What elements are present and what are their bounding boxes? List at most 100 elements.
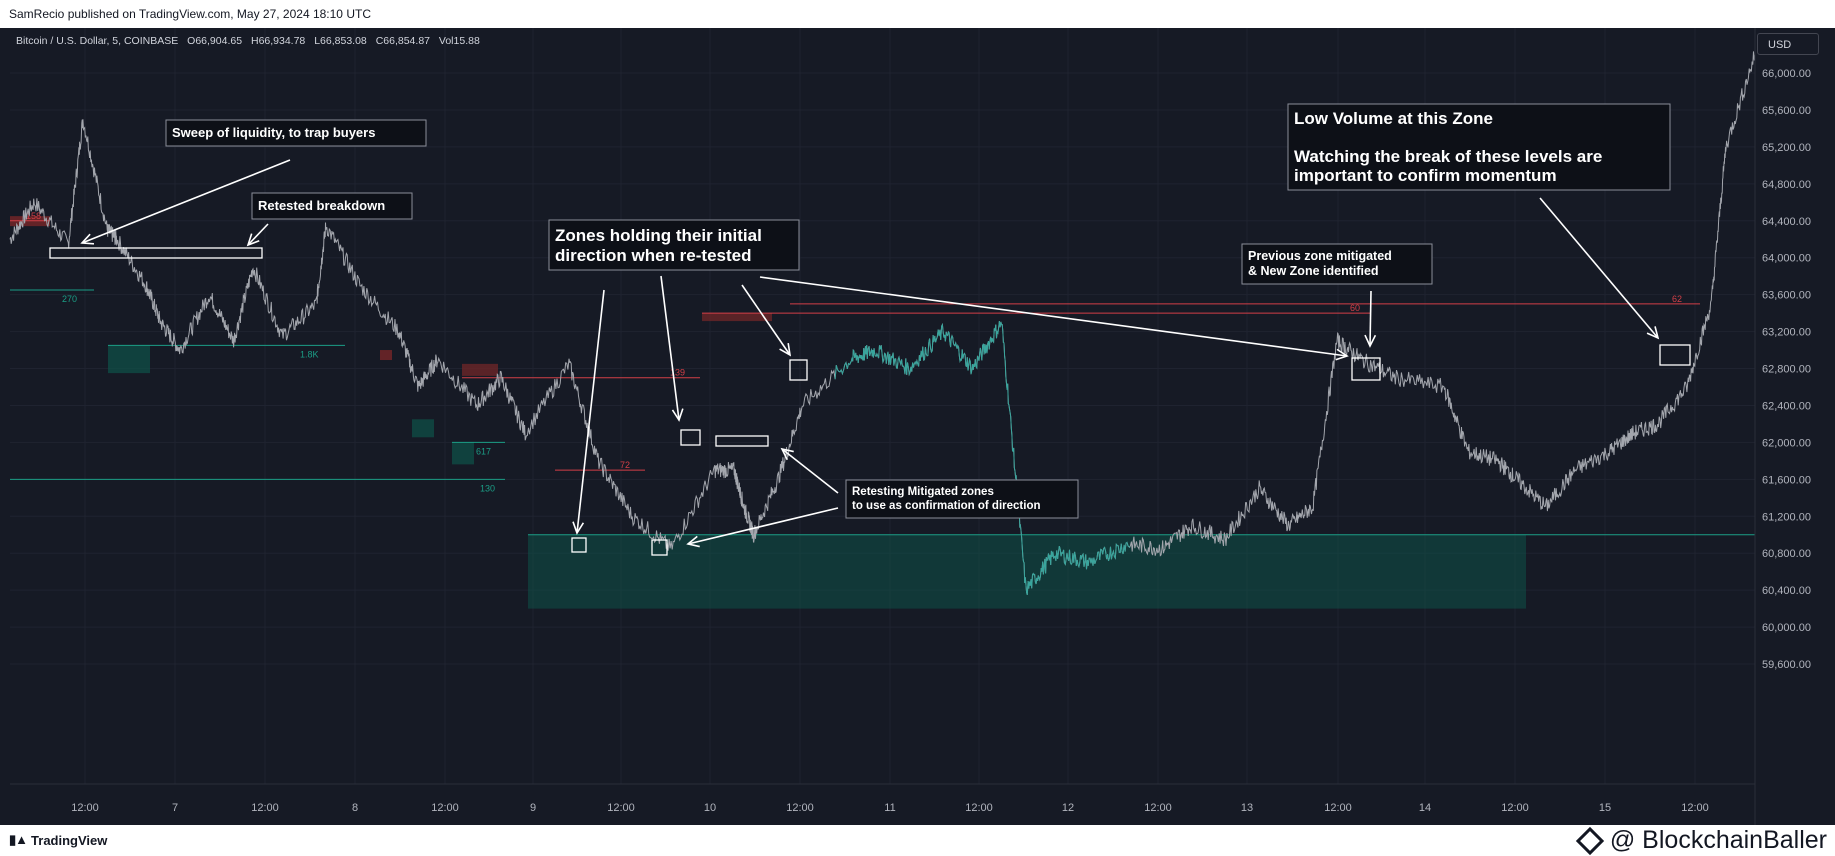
highlight-marker-box <box>49 247 263 259</box>
annotation-text: Retesting Mitigated zones <box>852 486 994 498</box>
price-tick-label: 65,200.00 <box>1762 142 1811 154</box>
arrowhead <box>1335 348 1349 361</box>
annotation-arrow <box>741 284 791 356</box>
legend-symbol: Bitcoin / U.S. Dollar, 5, COINBASE <box>16 35 178 47</box>
price-line <box>9 51 1756 595</box>
time-tick-label: 12:00 <box>786 802 814 814</box>
price-tick-label: 61,200.00 <box>1762 511 1811 523</box>
legend-vol-label: Vol <box>439 35 454 47</box>
legend-close-label: C <box>376 35 384 47</box>
arrowhead <box>246 233 260 247</box>
time-tick-label: 9 <box>530 802 536 814</box>
annotation-arrow <box>687 507 839 545</box>
publish-header: SamRecio published on TradingView.com, M… <box>0 0 1835 28</box>
highlight-marker-box <box>680 429 701 446</box>
zone-volume-label: 270 <box>62 294 77 304</box>
legend-vol: 15.88 <box>454 35 480 47</box>
price-line-in-zone <box>834 321 1130 595</box>
time-tick-label: 12:00 <box>965 802 993 814</box>
time-tick-label: 14 <box>1419 802 1431 814</box>
time-tick-label: 12:00 <box>1144 802 1172 814</box>
price-tick-label: 62,400.00 <box>1762 400 1811 412</box>
legend-low-label: L <box>314 35 320 47</box>
bull-zone-box <box>528 534 1526 609</box>
currency-button[interactable]: USD <box>1757 33 1819 55</box>
annotation-text: Watching the break of these levels are <box>1294 147 1602 166</box>
annotation-arrow <box>660 275 680 421</box>
zone-volume-label: 617 <box>476 446 491 456</box>
arrowhead <box>779 343 792 357</box>
zone-volume-label: 158 <box>26 211 41 221</box>
zones-layer: 270 1.8K 617 130 158 139 72 60 62 <box>10 211 1755 609</box>
annotation-text: Retested breakdown <box>258 198 385 213</box>
time-tick-label: 8 <box>352 802 358 814</box>
time-tick-label: 15 <box>1599 802 1611 814</box>
annotation-text: important to confirm momentum <box>1294 166 1557 185</box>
annotation-text: to use as confirmation of direction <box>852 500 1041 512</box>
annotation-box[interactable] <box>251 192 413 220</box>
price-tick-label: 60,000.00 <box>1762 622 1811 634</box>
annotation-text: direction when re-tested <box>555 246 751 265</box>
annotation-box[interactable] <box>1241 243 1433 285</box>
annotation-arrow <box>1539 197 1659 339</box>
annotation-arrow <box>781 448 839 494</box>
arrowhead <box>686 535 700 548</box>
annotation-box[interactable] <box>1287 103 1671 191</box>
annotation-arrow <box>247 223 269 246</box>
legend-low: 66,853.08 <box>320 35 367 47</box>
price-tick-label: 62,000.00 <box>1762 437 1811 449</box>
time-tick-label: 12:00 <box>1501 802 1529 814</box>
annotations-layer: Sweep of liquidity, to trap buyers Retest… <box>49 103 1691 556</box>
zone-volume-label: 1.8K <box>300 349 319 359</box>
price-tick-label: 64,800.00 <box>1762 179 1811 191</box>
time-tick-label: 7 <box>172 802 178 814</box>
svg-text:Bitcoin / U.S. Dollar, 5, COIN: Bitcoin / U.S. Dollar, 5, COINBASE O66,9… <box>16 35 480 47</box>
time-tick-label: 13 <box>1241 802 1253 814</box>
time-tick-label: 12:00 <box>1681 802 1709 814</box>
price-tick-label: 66,000.00 <box>1762 68 1811 80</box>
publish-line: SamRecio published on TradingView.com, M… <box>9 7 371 21</box>
arrowhead <box>80 233 95 245</box>
annotation-text: Previous zone mitigated <box>1248 249 1392 263</box>
arrowhead <box>1646 326 1660 340</box>
price-tick-label: 62,800.00 <box>1762 364 1811 376</box>
annotation-box[interactable] <box>845 479 1079 519</box>
time-axis[interactable]: 12:00 7 12:00 8 12:00 9 12:00 10 12:00 11 12:00 12 1… <box>10 783 1755 814</box>
annotation-arrow <box>81 159 291 244</box>
binance-diamond-icon <box>1575 826 1605 855</box>
highlight-marker-box <box>789 359 808 381</box>
price-tick-label: 60,800.00 <box>1762 548 1811 560</box>
time-tick-label: 11 <box>884 802 895 814</box>
annotation-box[interactable] <box>548 219 800 271</box>
tradingview-logo-icon: ▮▲ <box>9 832 28 847</box>
zone-volume-label: 72 <box>620 460 630 470</box>
annotation-arrow <box>1369 290 1372 347</box>
time-tick-label: 12:00 <box>607 802 635 814</box>
footer-bar: ▮▲ TradingView @ BlockchainBaller <box>0 825 1835 856</box>
zone-volume-label: 139 <box>670 368 685 378</box>
arrowhead <box>572 521 585 535</box>
time-tick-label: 12:00 <box>1324 802 1352 814</box>
annotation-box[interactable] <box>165 119 427 147</box>
time-tick-label: 12 <box>1062 802 1074 814</box>
legend-high: 66,934.78 <box>259 35 306 47</box>
annotation-text: & New Zone identified <box>1248 264 1379 278</box>
price-series <box>9 51 1756 595</box>
time-tick-label: 12:00 <box>251 802 279 814</box>
price-tick-label: 64,000.00 <box>1762 253 1811 265</box>
time-tick-label: 12:00 <box>71 802 99 814</box>
price-tick-label: 60,400.00 <box>1762 585 1811 597</box>
bear-zone-box <box>702 313 772 322</box>
highlight-marker-box <box>1351 357 1381 381</box>
bull-zone-box <box>108 345 150 374</box>
highlight-marker-box <box>715 435 769 447</box>
price-tick-label: 65,600.00 <box>1762 105 1811 117</box>
tradingview-brand[interactable]: ▮▲ TradingView <box>9 832 107 848</box>
legend-close: 66,854.87 <box>383 35 430 47</box>
zone-volume-label: 62 <box>1672 294 1682 304</box>
time-tick-label: 10 <box>704 802 716 814</box>
price-axis[interactable]: 66,000.00 65,600.00 65,200.00 64,800.00 64,4… <box>1754 28 1811 825</box>
highlight-marker-box <box>651 539 668 556</box>
watermark-text: @ BlockchainBaller <box>1609 826 1827 854</box>
